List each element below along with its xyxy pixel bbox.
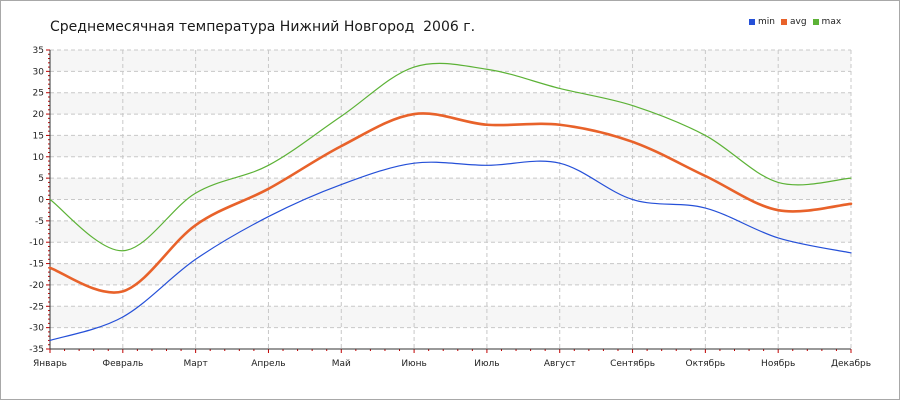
legend-item-avg: avg: [780, 17, 807, 27]
chart-title: Среднемесячная температура Нижний Новгор…: [50, 19, 476, 35]
legend-item-min: min: [749, 17, 775, 27]
y-tick-label: -35: [29, 345, 44, 355]
legend-label-avg: avg: [789, 17, 807, 27]
y-tick-label: 20: [33, 110, 45, 120]
legend-label-max: max: [821, 17, 842, 27]
x-tick-label: Октябрь: [685, 359, 725, 369]
y-tick-label: -20: [29, 281, 44, 291]
y-tick-label: 15: [33, 131, 44, 141]
x-tick-label: Апрель: [251, 359, 285, 369]
y-tick-label: 25: [33, 89, 44, 99]
legend-label-min: min: [758, 17, 775, 27]
x-tick-label: Февраль: [102, 359, 143, 369]
y-tick-label: 5: [38, 174, 44, 184]
x-tick-label: Сентябрь: [610, 359, 655, 369]
x-tick-label: Август: [544, 359, 576, 369]
legend-swatch-avg: [780, 19, 787, 25]
x-tick-label: Январь: [33, 359, 67, 369]
legend-item-max: max: [812, 17, 842, 27]
y-tick-label: -10: [29, 238, 44, 248]
grid-band: [50, 220, 851, 243]
y-tick-label: -15: [29, 260, 44, 270]
x-tick-label: Ноябрь: [761, 359, 795, 369]
y-tick-label: 0: [38, 196, 44, 206]
grid-band: [50, 92, 851, 115]
y-tick-label: -5: [35, 217, 44, 227]
grid-band: [50, 135, 851, 157]
x-tick-label: Июнь: [401, 359, 427, 369]
legend-swatch-max: [812, 19, 819, 25]
x-tick-label: Июль: [474, 359, 499, 369]
series-line-min: [49, 160, 852, 342]
legend: min avg max: [749, 17, 841, 27]
y-tick-label: -30: [29, 324, 44, 334]
grid-band: [50, 50, 851, 72]
x-tick-label: Март: [184, 359, 208, 369]
x-tick-label: Май: [332, 359, 351, 369]
grid-band: [50, 263, 851, 285]
y-tick-label: 35: [33, 46, 44, 56]
y-tick-label: 10: [33, 153, 45, 163]
y-tick-label: 30: [33, 67, 45, 77]
legend-swatch-min: [749, 19, 755, 25]
y-tick-label: -25: [29, 302, 44, 312]
grid-band: [50, 178, 851, 200]
series-line-max: [49, 62, 852, 252]
grid-band: [50, 306, 851, 328]
series-line-avg: [48, 112, 853, 294]
x-tick-label: Декабрь: [831, 359, 871, 369]
